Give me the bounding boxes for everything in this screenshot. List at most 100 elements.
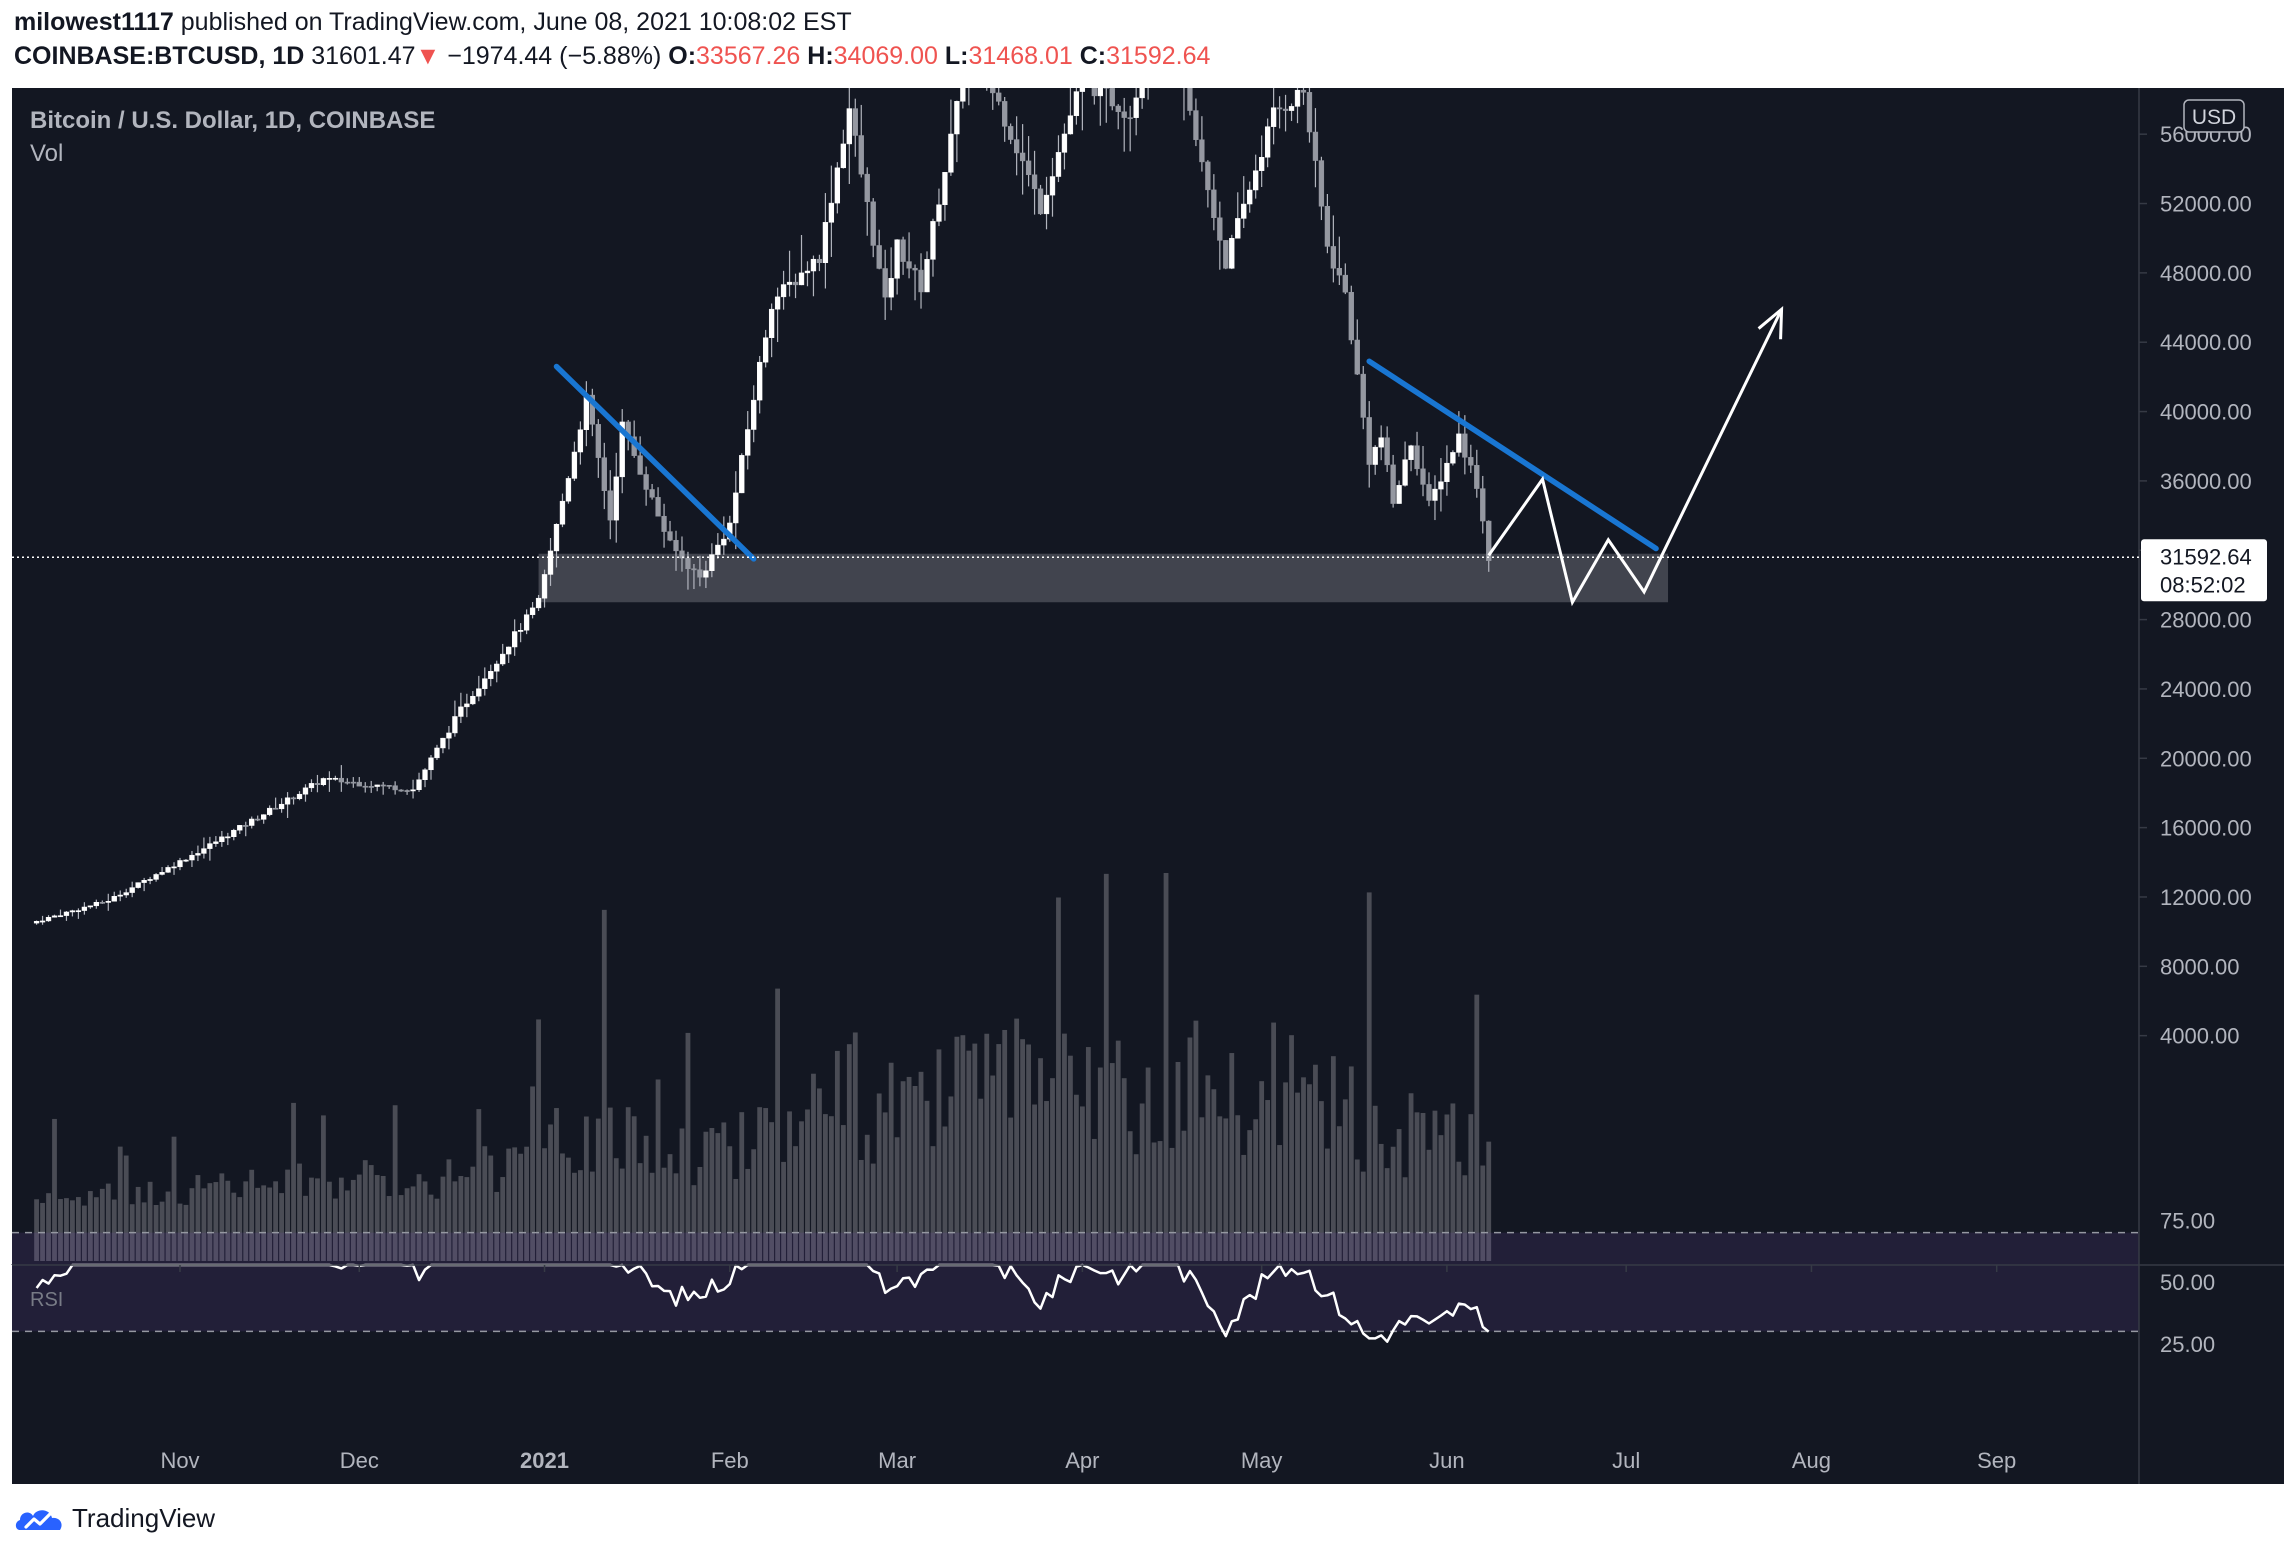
- candle-body: [398, 789, 404, 792]
- candle-body: [1259, 157, 1265, 171]
- volume-bar: [1235, 1115, 1241, 1261]
- volume-bar: [960, 1035, 966, 1261]
- candle-body: [954, 101, 960, 135]
- price-tick-label: 28000.00: [2160, 608, 2252, 633]
- candle-body: [918, 269, 924, 293]
- volume-bar: [332, 1198, 338, 1261]
- volume-bar: [1342, 1099, 1348, 1261]
- volume-bar: [344, 1190, 350, 1261]
- volume-bar: [64, 1198, 69, 1261]
- candle-body: [434, 747, 440, 759]
- candle-body: [81, 906, 88, 911]
- time-tick-label: May: [1241, 1448, 1283, 1473]
- volume-bar: [1324, 1148, 1330, 1261]
- candle-body: [1462, 433, 1468, 458]
- volume-bar: [380, 1175, 386, 1261]
- volume-bar: [1354, 1159, 1360, 1261]
- candle-body: [715, 544, 721, 555]
- volume-bar: [823, 1114, 828, 1261]
- candle-body: [930, 221, 936, 260]
- volume-bar: [811, 1073, 816, 1261]
- last-price-box: [2141, 539, 2267, 602]
- candle-body: [852, 108, 858, 136]
- candle-body: [858, 135, 864, 175]
- candle-body: [1312, 131, 1319, 161]
- time-tick-label: Aug: [1792, 1448, 1831, 1473]
- volume-bar: [428, 1194, 434, 1261]
- candle-body: [1031, 174, 1038, 190]
- volume-bar: [984, 1033, 990, 1261]
- trendline: [553, 363, 757, 562]
- volume-bar: [1163, 873, 1169, 1261]
- volume-bar: [858, 1159, 864, 1261]
- time-tick-label: Feb: [711, 1448, 749, 1473]
- candle-body: [506, 646, 512, 655]
- volume-bar: [560, 1153, 565, 1261]
- candle-body: [39, 920, 46, 923]
- volume-bar: [1348, 1066, 1354, 1261]
- volume-bar: [530, 1086, 535, 1261]
- volume-bar: [123, 1155, 129, 1261]
- brand-name: TradingView: [72, 1502, 216, 1533]
- candle-body: [362, 785, 368, 788]
- volume-bar: [159, 1201, 165, 1261]
- author-name[interactable]: milowest1117: [14, 8, 174, 36]
- candle-body: [1414, 445, 1420, 470]
- volume-bar: [506, 1148, 512, 1261]
- bar-countdown: 08:52:02: [2160, 572, 2246, 597]
- volume-bar: [870, 1163, 876, 1261]
- price-tick-label: 40000.00: [2160, 400, 2252, 425]
- volume-bar: [685, 1032, 691, 1261]
- candle-body: [643, 474, 649, 490]
- volume-bar: [649, 1172, 655, 1261]
- currency-button-box[interactable]: [2183, 99, 2245, 133]
- volume-bar: [273, 1181, 279, 1261]
- volume-bar: [81, 1205, 87, 1261]
- volume-bar: [350, 1179, 356, 1261]
- volume-bar: [297, 1163, 302, 1261]
- candle-body: [649, 489, 655, 498]
- volume-bar: [177, 1203, 183, 1261]
- candle-body: [141, 880, 147, 883]
- volume-bar: [422, 1181, 428, 1261]
- currency-label[interactable]: USD: [2192, 106, 2236, 129]
- volume-bar: [631, 1116, 637, 1261]
- volume-bar: [817, 1088, 822, 1261]
- candle-body: [589, 394, 595, 425]
- candle-body: [1390, 464, 1396, 504]
- tradingview-logo[interactable]: TradingView: [14, 1502, 215, 1534]
- volume-bar: [434, 1198, 440, 1261]
- volume-bar: [942, 1126, 948, 1261]
- drawings: [553, 305, 1784, 607]
- volume-bar: [213, 1182, 219, 1261]
- volume-bar: [111, 1199, 117, 1261]
- candle-body: [374, 784, 380, 787]
- volume-bar: [1289, 1035, 1294, 1261]
- volume-bar: [1056, 897, 1061, 1261]
- volume-bar: [948, 1096, 954, 1261]
- candle-body: [368, 786, 374, 788]
- volume-bar: [1169, 1147, 1175, 1261]
- volume-bar: [1085, 1047, 1091, 1261]
- volume-bar: [1259, 1081, 1265, 1261]
- candle-body: [1049, 176, 1056, 196]
- candle-body: [482, 678, 488, 689]
- volume-bar: [105, 1183, 111, 1261]
- price-tick-label: 44000.00: [2160, 330, 2252, 355]
- volume-bar: [709, 1128, 715, 1261]
- volume-bar: [1307, 1084, 1312, 1261]
- candle-body: [476, 688, 482, 697]
- candle-body: [1199, 139, 1205, 163]
- currency-button[interactable]: USD: [2183, 99, 2245, 133]
- volume-bar: [285, 1169, 290, 1261]
- projection-path: [1487, 308, 1783, 607]
- volume-bar: [805, 1109, 810, 1261]
- volume-bar: [518, 1153, 524, 1261]
- candle-body: [404, 790, 410, 792]
- volume-bar: [1115, 1040, 1121, 1261]
- volume-bar: [619, 1168, 625, 1261]
- price-tick-label: 36000.00: [2160, 469, 2252, 494]
- candle-body: [1008, 126, 1014, 140]
- price-chart[interactable]: 4000.00 8000.00 12000.00 16000.00 20000.00 24…: [0, 88, 2294, 1490]
- candle-body: [1348, 291, 1354, 341]
